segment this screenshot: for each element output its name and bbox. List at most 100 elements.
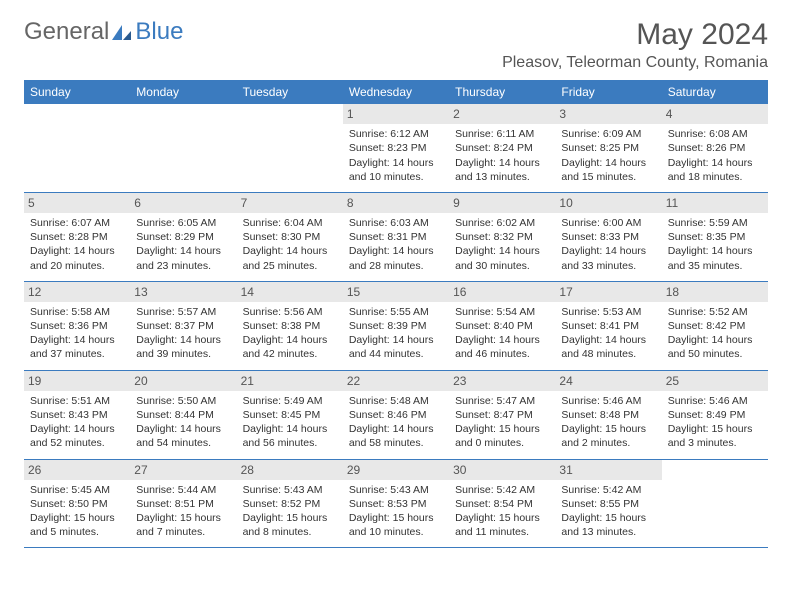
day-details: Sunrise: 6:07 AMSunset: 8:28 PMDaylight:… [30,216,124,273]
day-header: Sunday [24,80,130,104]
day-number: 20 [130,371,236,391]
day-number: 26 [24,460,130,480]
day-number: 4 [662,104,768,124]
calendar-day-cell: 1Sunrise: 6:12 AMSunset: 8:23 PMDaylight… [343,104,449,192]
day-details: Sunrise: 5:59 AMSunset: 8:35 PMDaylight:… [668,216,762,273]
calendar-day-cell: 11 Sunrise: 5:59 AMSunset: 8:35 PMDayligh… [662,192,768,281]
calendar-body: ...1Sunrise: 6:12 AMSunset: 8:23 PMDayli… [24,104,768,548]
day-details: Sunrise: 5:42 AMSunset: 8:55 PMDaylight:… [561,483,655,540]
calendar-day-cell: 4 Sunrise: 6:08 AMSunset: 8:26 PMDaylight… [662,104,768,192]
day-header: Tuesday [237,80,343,104]
day-number: 15 [343,282,449,302]
day-details: Sunrise: 6:03 AMSunset: 8:31 PMDaylight:… [349,216,443,273]
calendar-day-cell: 21Sunrise: 5:49 AMSunset: 8:45 PMDayligh… [237,370,343,459]
day-number: 16 [449,282,555,302]
header: General Blue May 2024 Pleasov, Teleorman… [24,18,768,72]
day-number: 23 [449,371,555,391]
calendar-day-cell: 17 Sunrise: 5:53 AMSunset: 8:41 PMDayligh… [555,281,661,370]
calendar-day-cell: 25 Sunrise: 5:46 AMSunset: 8:49 PMDayligh… [662,370,768,459]
calendar-week-row: 5Sunrise: 6:07 AMSunset: 8:28 PMDaylight… [24,192,768,281]
day-details: Sunrise: 5:47 AMSunset: 8:47 PMDaylight:… [455,394,549,451]
day-number: 12 [24,282,130,302]
calendar-day-cell: 8 Sunrise: 6:03 AMSunset: 8:31 PMDaylight… [343,192,449,281]
day-number: 24 [555,371,661,391]
day-header-row: Sunday Monday Tuesday Wednesday Thursday… [24,80,768,104]
day-number: 9 [449,193,555,213]
calendar-day-cell: . [662,459,768,548]
day-number: 14 [237,282,343,302]
day-number: 31 [555,460,661,480]
calendar-day-cell: 26 Sunrise: 5:45 AMSunset: 8:50 PMDayligh… [24,459,130,548]
day-number: 19 [24,371,130,391]
day-header: Friday [555,80,661,104]
day-number: 21 [237,371,343,391]
calendar-day-cell: 12 Sunrise: 5:58 AMSunset: 8:36 PMDayligh… [24,281,130,370]
day-number: 6 [130,193,236,213]
calendar-week-row: 12 Sunrise: 5:58 AMSunset: 8:36 PMDayligh… [24,281,768,370]
logo-text-blue: Blue [135,18,183,46]
calendar-day-cell: . [130,104,236,192]
calendar-week-row: ...1Sunrise: 6:12 AMSunset: 8:23 PMDayli… [24,104,768,192]
calendar-day-cell: 19 Sunrise: 5:51 AMSunset: 8:43 PMDayligh… [24,370,130,459]
day-details: Sunrise: 5:43 AMSunset: 8:53 PMDaylight:… [349,483,443,540]
day-number: 11 [662,193,768,213]
day-number: 2 [449,104,555,124]
day-details: Sunrise: 6:04 AMSunset: 8:30 PMDaylight:… [243,216,337,273]
day-details: Sunrise: 6:05 AMSunset: 8:29 PMDaylight:… [136,216,230,273]
logo-sail-icon [111,23,133,41]
day-details: Sunrise: 5:43 AMSunset: 8:52 PMDaylight:… [243,483,337,540]
day-details: Sunrise: 5:53 AMSunset: 8:41 PMDaylight:… [561,305,655,362]
calendar-week-row: 26 Sunrise: 5:45 AMSunset: 8:50 PMDayligh… [24,459,768,548]
calendar-day-cell: 7Sunrise: 6:04 AMSunset: 8:30 PMDaylight… [237,192,343,281]
day-details: Sunrise: 6:11 AMSunset: 8:24 PMDaylight:… [455,127,549,184]
calendar-day-cell: 16 Sunrise: 5:54 AMSunset: 8:40 PMDayligh… [449,281,555,370]
day-details: Sunrise: 5:46 AMSunset: 8:49 PMDaylight:… [668,394,762,451]
day-details: Sunrise: 5:52 AMSunset: 8:42 PMDaylight:… [668,305,762,362]
day-number: 17 [555,282,661,302]
day-details: Sunrise: 5:56 AMSunset: 8:38 PMDaylight:… [243,305,337,362]
calendar-week-row: 19 Sunrise: 5:51 AMSunset: 8:43 PMDayligh… [24,370,768,459]
day-number: 8 [343,193,449,213]
calendar-day-cell: 27 Sunrise: 5:44 AMSunset: 8:51 PMDayligh… [130,459,236,548]
calendar-day-cell: 28 Sunrise: 5:43 AMSunset: 8:52 PMDayligh… [237,459,343,548]
calendar-day-cell: . [237,104,343,192]
calendar-day-cell: . [24,104,130,192]
location: Pleasov, Teleorman County, Romania [502,54,768,72]
day-number: 1 [343,104,449,124]
calendar-day-cell: 22Sunrise: 5:48 AMSunset: 8:46 PMDayligh… [343,370,449,459]
day-number: 13 [130,282,236,302]
day-details: Sunrise: 5:45 AMSunset: 8:50 PMDaylight:… [30,483,124,540]
calendar-table: Sunday Monday Tuesday Wednesday Thursday… [24,80,768,548]
title-block: May 2024 Pleasov, Teleorman County, Roma… [502,18,768,72]
calendar-day-cell: 3Sunrise: 6:09 AMSunset: 8:25 PMDaylight… [555,104,661,192]
calendar-day-cell: 20Sunrise: 5:50 AMSunset: 8:44 PMDayligh… [130,370,236,459]
calendar-day-cell: 9Sunrise: 6:02 AMSunset: 8:32 PMDaylight… [449,192,555,281]
calendar-day-cell: 31 Sunrise: 5:42 AMSunset: 8:55 PMDayligh… [555,459,661,548]
calendar-day-cell: 30Sunrise: 5:42 AMSunset: 8:54 PMDayligh… [449,459,555,548]
calendar-day-cell: 10Sunrise: 6:00 AMSunset: 8:33 PMDayligh… [555,192,661,281]
month-title: May 2024 [502,18,768,52]
calendar-day-cell: 24 Sunrise: 5:46 AMSunset: 8:48 PMDayligh… [555,370,661,459]
day-details: Sunrise: 6:08 AMSunset: 8:26 PMDaylight:… [668,127,762,184]
day-details: Sunrise: 5:48 AMSunset: 8:46 PMDaylight:… [349,394,443,451]
calendar-day-cell: 29 Sunrise: 5:43 AMSunset: 8:53 PMDayligh… [343,459,449,548]
day-header: Saturday [662,80,768,104]
day-number: 27 [130,460,236,480]
day-details: Sunrise: 5:58 AMSunset: 8:36 PMDaylight:… [30,305,124,362]
day-details: Sunrise: 5:42 AMSunset: 8:54 PMDaylight:… [455,483,549,540]
calendar-day-cell: 2 Sunrise: 6:11 AMSunset: 8:24 PMDaylight… [449,104,555,192]
calendar-day-cell: 13 Sunrise: 5:57 AMSunset: 8:37 PMDayligh… [130,281,236,370]
calendar-day-cell: 6 Sunrise: 6:05 AMSunset: 8:29 PMDaylight… [130,192,236,281]
day-details: Sunrise: 5:54 AMSunset: 8:40 PMDaylight:… [455,305,549,362]
day-details: Sunrise: 5:44 AMSunset: 8:51 PMDaylight:… [136,483,230,540]
day-number: 25 [662,371,768,391]
day-details: Sunrise: 5:46 AMSunset: 8:48 PMDaylight:… [561,394,655,451]
day-number: 28 [237,460,343,480]
day-details: Sunrise: 5:57 AMSunset: 8:37 PMDaylight:… [136,305,230,362]
day-details: Sunrise: 6:00 AMSunset: 8:33 PMDaylight:… [561,216,655,273]
day-number: 3 [555,104,661,124]
day-details: Sunrise: 5:51 AMSunset: 8:43 PMDaylight:… [30,394,124,451]
day-number: 29 [343,460,449,480]
logo: General Blue [24,18,183,46]
logo-text-general: General [24,18,109,46]
